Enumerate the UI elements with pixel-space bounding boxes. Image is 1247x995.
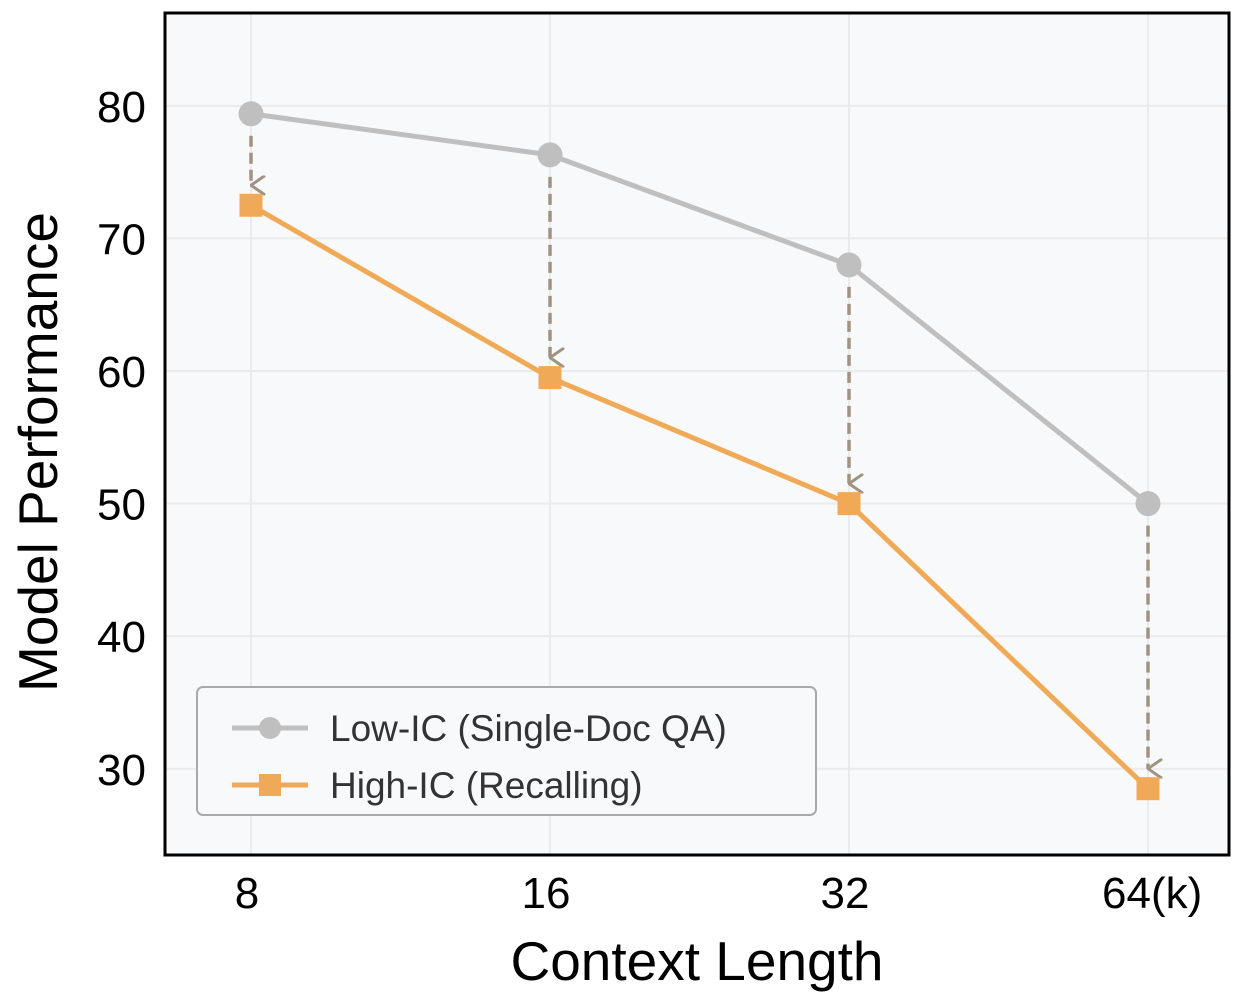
legend-item-high-ic: High-IC (Recalling) xyxy=(232,765,643,806)
series xyxy=(238,101,1161,801)
y-tick-label-70: 70 xyxy=(97,215,146,264)
legend-item-low-ic: Low-IC (Single-Doc QA) xyxy=(232,708,727,749)
legend-label-high-ic: High-IC (Recalling) xyxy=(330,765,643,806)
point-low-ic-1 xyxy=(537,142,563,168)
point-high-ic-1 xyxy=(538,366,562,390)
x-axis-ticks: 8 16 32 64(k) xyxy=(235,869,1202,918)
y-tick-label-30: 30 xyxy=(97,746,146,795)
y-axis-title: Model Performance xyxy=(7,212,69,692)
series-line-high-ic xyxy=(249,203,1150,791)
y-axis-ticks: 30 40 50 60 70 80 xyxy=(97,83,146,795)
x-axis-title: Context Length xyxy=(510,930,883,992)
y-tick-label-80: 80 xyxy=(97,83,146,132)
series-line-low-ic xyxy=(250,111,1150,506)
legend-marker-high-ic xyxy=(259,774,281,796)
point-high-ic-0 xyxy=(239,193,263,217)
legend-box xyxy=(196,686,817,816)
x-tick-label-1: 16 xyxy=(522,869,571,918)
x-tick-label-3: 64(k) xyxy=(1102,869,1202,918)
y-tick-label-60: 60 xyxy=(97,348,146,397)
legend: Low-IC (Single-Doc QA) High-IC (Recallin… xyxy=(196,686,817,816)
point-low-ic-0 xyxy=(238,101,264,127)
point-low-ic-3 xyxy=(1135,491,1161,517)
x-tick-label-0: 8 xyxy=(235,869,259,918)
drop-arrows xyxy=(249,135,1148,769)
point-high-ic-2 xyxy=(837,492,861,516)
legend-marker-low-ic xyxy=(259,717,281,739)
y-tick-label-50: 50 xyxy=(97,481,146,530)
y-tick-label-40: 40 xyxy=(97,613,146,662)
point-low-ic-2 xyxy=(836,252,862,278)
x-tick-label-2: 32 xyxy=(821,869,870,918)
plot-frame xyxy=(163,11,1231,857)
legend-label-low-ic: Low-IC (Single-Doc QA) xyxy=(330,708,727,749)
point-high-ic-3 xyxy=(1136,777,1160,801)
